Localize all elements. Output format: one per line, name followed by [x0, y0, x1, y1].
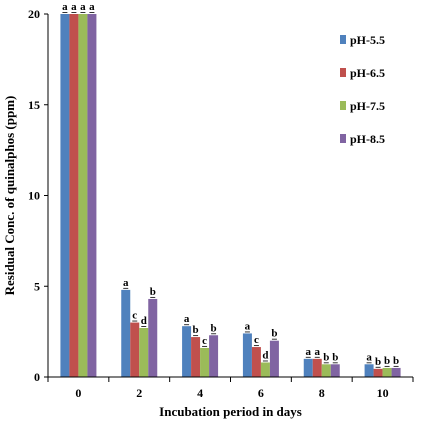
significance-label: b: [375, 356, 381, 368]
significance-label: c: [202, 335, 207, 347]
bar-pH-7.5-day-0: [78, 14, 88, 377]
significance-label: a: [62, 1, 68, 13]
y-tick-label: 15: [28, 98, 40, 112]
significance-label: b: [271, 328, 277, 340]
legend-label: pH-5.5: [350, 33, 385, 47]
legend-swatch: [340, 101, 346, 110]
bar-pH-8.5-day-0: [87, 14, 97, 377]
bar-pH-7.5-day-2: [139, 327, 149, 377]
y-tick-label: 10: [28, 189, 40, 203]
x-axis-title: Incubation period in days: [159, 404, 302, 419]
bar-pH-5.5-day-4: [182, 326, 192, 377]
bar-pH-5.5-day-2: [121, 289, 131, 377]
legend-swatch: [340, 35, 346, 44]
legend-label: pH-6.5: [350, 66, 385, 80]
y-tick-label: 20: [28, 7, 40, 21]
bar-pH-7.5-day-8: [321, 364, 331, 377]
significance-label: d: [141, 315, 147, 327]
significance-label: a: [184, 313, 190, 325]
significance-label: b: [384, 355, 390, 367]
bar-pH-7.5-day-6: [260, 362, 270, 377]
significance-label: c: [254, 334, 259, 346]
significance-label: b: [332, 351, 338, 363]
axes-layer: 0 5 10 15 20 0 2 4 6 8 10: [28, 7, 414, 400]
significance-label: b: [393, 355, 399, 367]
significance-label: a: [315, 346, 321, 358]
significance-label: a: [245, 320, 251, 332]
bar-pH-6.5-day-4: [191, 337, 201, 377]
y-tick-label: 5: [34, 279, 40, 293]
significance-label: a: [89, 1, 95, 13]
significance-label: d: [262, 349, 268, 361]
legend-swatch: [340, 68, 346, 77]
x-tick-label: 2: [136, 386, 142, 400]
significance-label: b: [150, 286, 156, 298]
bar-pH-6.5-day-0: [69, 14, 79, 377]
bar-pH-5.5-day-0: [60, 14, 70, 377]
bar-pH-5.5-day-6: [242, 333, 252, 377]
y-tick-label: 0: [34, 370, 40, 384]
legend: pH-5.5 pH-6.5 pH-7.5 pH-8.5: [340, 33, 385, 146]
significance-label: a: [123, 277, 129, 289]
bar-pH-6.5-day-2: [130, 322, 140, 377]
bar-pH-6.5-day-10: [373, 368, 383, 377]
bar-pH-8.5-day-8: [330, 364, 340, 377]
significance-label: a: [306, 346, 312, 358]
bar-pH-6.5-day-8: [312, 358, 322, 377]
x-tick-label: 4: [197, 386, 203, 400]
significance-label: a: [71, 1, 77, 13]
bar-pH-8.5-day-10: [391, 367, 401, 377]
legend-swatch: [340, 134, 346, 143]
significance-label: b: [193, 324, 199, 336]
bar-pH-8.5-day-2: [148, 298, 158, 377]
x-tick-label: 0: [75, 386, 81, 400]
bar-pH-8.5-day-4: [209, 335, 219, 377]
x-tick-label: 6: [258, 386, 264, 400]
bar-pH-8.5-day-6: [269, 340, 279, 377]
x-tick-label: 8: [319, 386, 325, 400]
significance-label: a: [366, 351, 372, 363]
bar-pH-7.5-day-10: [382, 367, 392, 377]
significance-label: b: [211, 322, 217, 334]
x-tick-label: 10: [377, 386, 389, 400]
bar-pH-5.5-day-10: [364, 364, 374, 377]
bars-layer: [60, 12, 401, 377]
bar-pH-6.5-day-6: [251, 347, 261, 377]
legend-label: pH-8.5: [350, 132, 385, 146]
y-axis-title: Residual Conc. of quinalphos (ppm): [2, 96, 17, 296]
significance-label: a: [80, 1, 86, 13]
significance-label: c: [132, 310, 137, 322]
bar-pH-5.5-day-8: [303, 358, 313, 377]
significance-label: b: [323, 351, 329, 363]
bar-pH-7.5-day-4: [200, 347, 210, 377]
legend-label: pH-7.5: [350, 99, 385, 113]
